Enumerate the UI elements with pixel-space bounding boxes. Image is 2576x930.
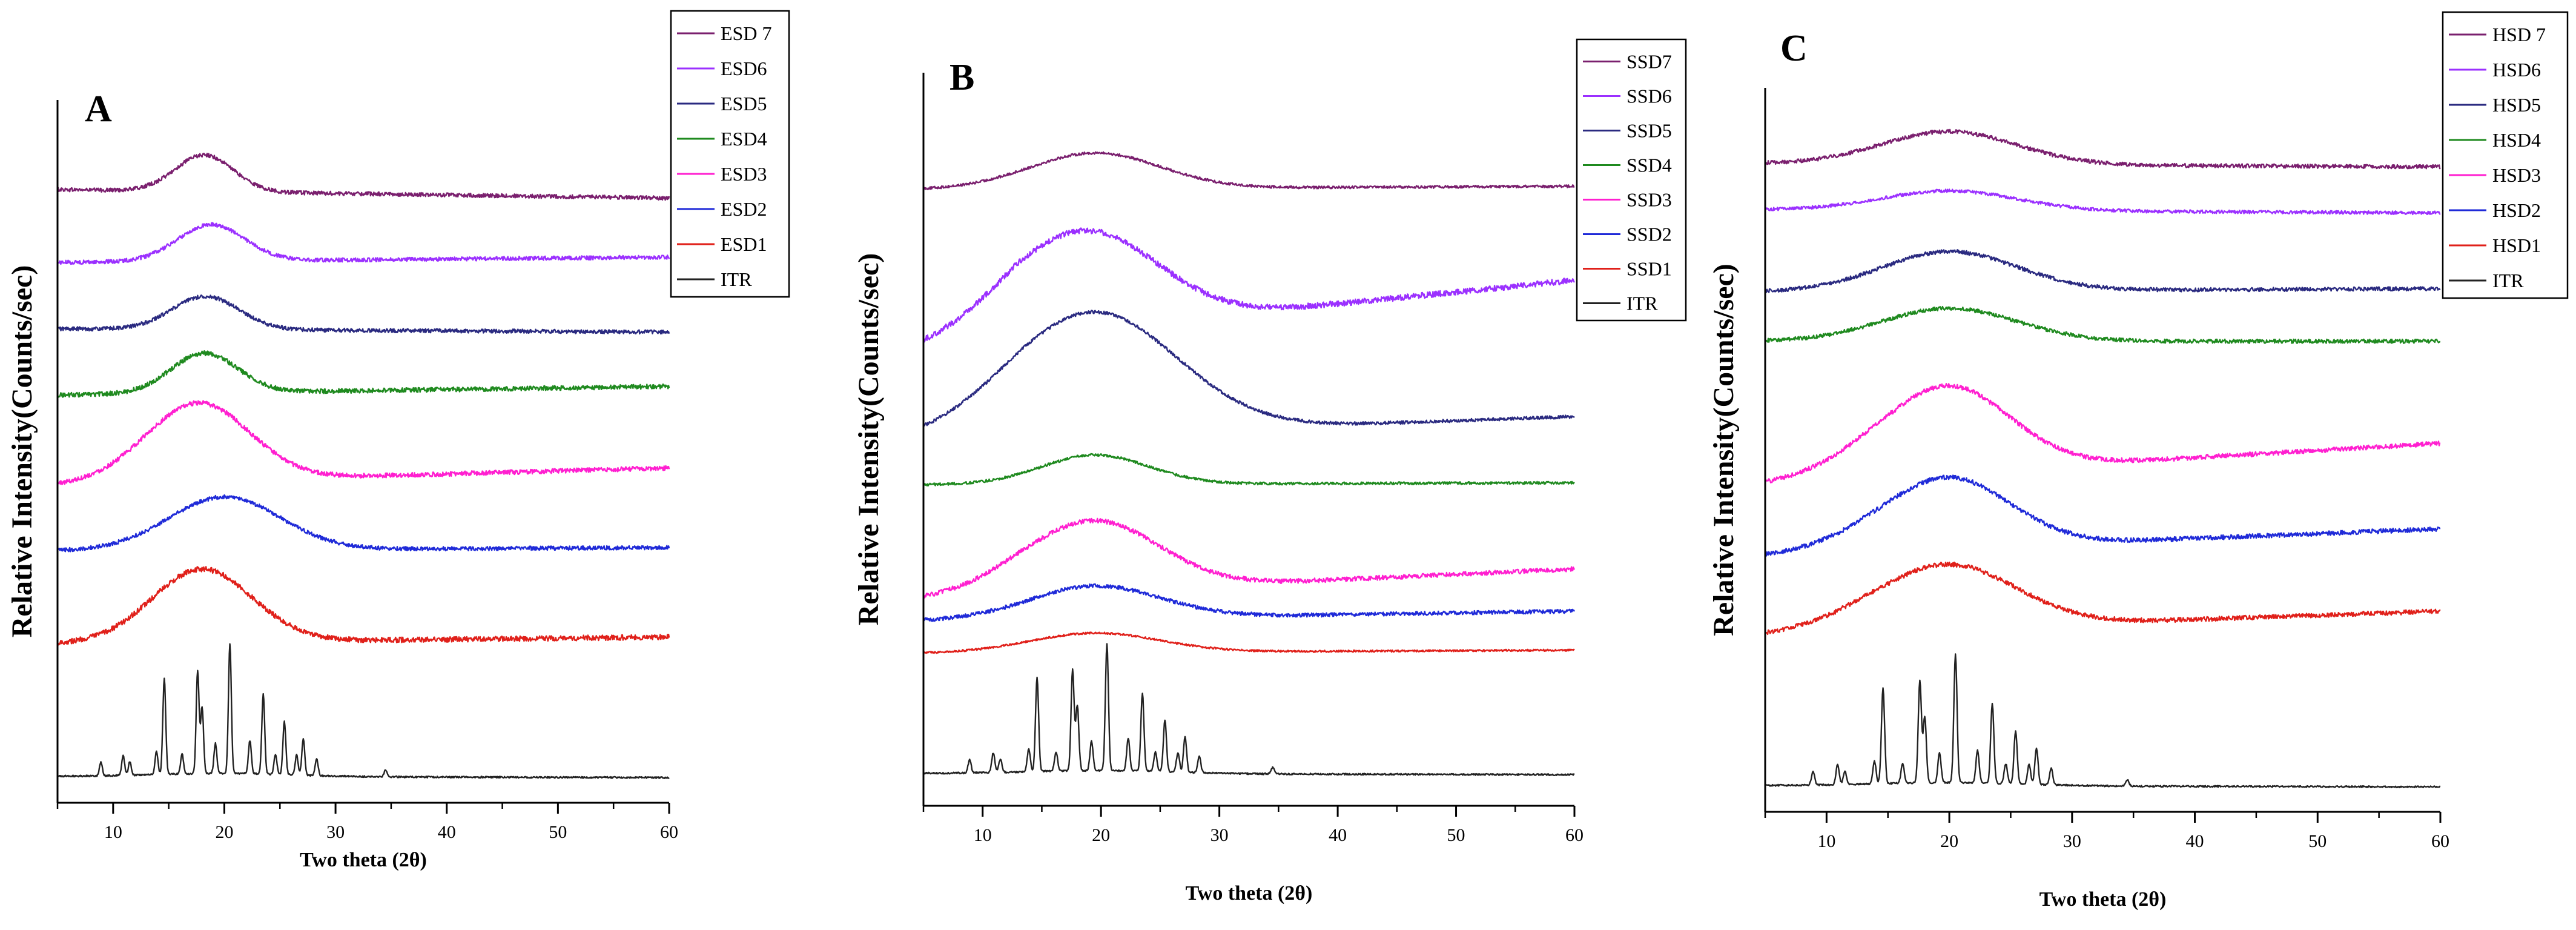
x-tick-label: 50 [549, 822, 567, 842]
legend-entry: SSD4 [1627, 154, 1672, 176]
series-line-ssd7 [922, 151, 1575, 190]
legend-entry: ESD2 [721, 198, 767, 220]
legend-box [670, 10, 790, 298]
x-axis-label: Two theta (2θ) [1186, 882, 1313, 905]
series-line-hsd6 [1764, 188, 2441, 216]
x-tick-label: 20 [215, 822, 233, 842]
legend-entry: ESD1 [721, 233, 767, 255]
legend: ESD 7 ESD6 ESD5 ESD4 ESD3 ESD2 ESD1 ITR [670, 10, 790, 298]
series-line-hsd5 [1764, 249, 2441, 293]
series-line-ssd3 [923, 517, 1576, 599]
x-tick-label: 60 [660, 822, 678, 842]
series-line-ssd1 [922, 631, 1575, 654]
legend-entry: SSD1 [1627, 258, 1672, 280]
series-line-esd1 [56, 566, 670, 646]
panel-a: 10 20 30 40 50 60 Two theta (2θ) Relative Inten… [6, 10, 790, 871]
x-tick-label: 10 [1817, 831, 1835, 851]
x-tick-label: 30 [1210, 825, 1229, 845]
panel-label: B [949, 57, 974, 98]
series-line-esd7 [56, 153, 670, 201]
series-line-esd2 [57, 494, 670, 553]
legend-box [1576, 38, 1687, 322]
series-line-esd6 [56, 222, 670, 265]
legend-entry: ESD6 [721, 58, 767, 79]
legend-entry: SSD3 [1627, 189, 1672, 211]
legend-entry: ITR [721, 268, 752, 290]
legend-box [2442, 11, 2569, 299]
series-line-itr [57, 643, 670, 779]
legend-entry: ITR [1627, 293, 1658, 314]
x-axis-label: Two theta (2θ) [2039, 888, 2167, 911]
legend-entry: HSD3 [2492, 164, 2541, 186]
panel-c: 10 20 30 40 50 60 Two theta (2θ) Relative Inten… [1708, 11, 2569, 911]
x-axis-label: Two theta (2θ) [300, 849, 427, 871]
legend-entry: HSD4 [2492, 129, 2541, 151]
series-line-ssd6 [923, 227, 1576, 344]
series-line-hsd3 [1764, 383, 2441, 483]
series-line-hsd7 [1765, 128, 2441, 170]
legend-entry: HSD2 [2492, 199, 2541, 221]
y-axis-label: Relative Intensity(Counts/sec) [853, 253, 885, 626]
x-tick-label: 20 [1092, 825, 1110, 845]
x-tick-label: 40 [438, 822, 456, 842]
legend-entry: ESD4 [721, 128, 767, 150]
x-tick-label: 20 [1940, 831, 1958, 851]
y-axis-label: Relative Intensity(Counts/sec) [6, 265, 38, 638]
legend-entry: HSD 7 [2492, 24, 2546, 45]
series-line-esd3 [56, 400, 670, 485]
legend-entry: ESD3 [721, 163, 767, 185]
panel-b: 10 20 30 40 50 60 Two theta (2θ) Relative Inten… [853, 38, 1687, 905]
legend-entry: SSD7 [1627, 51, 1672, 73]
series-line-esd5 [57, 294, 670, 335]
legend-entry: ESD5 [721, 93, 767, 115]
legend: SSD7 SSD6 SSD5 SSD4 SSD3 SSD2 SSD1 ITR [1576, 38, 1687, 322]
legend-entry: HSD5 [2492, 94, 2541, 116]
legend-entry: SSD2 [1627, 224, 1672, 245]
legend-entry: HSD1 [2492, 234, 2541, 256]
x-tick-label: 30 [326, 822, 345, 842]
x-tick-label: 60 [1565, 825, 1584, 845]
series-line-ssd4 [922, 453, 1575, 487]
series-line-hsd4 [1765, 305, 2441, 344]
legend-entry: ESD 7 [721, 22, 771, 44]
legend-entry: ITR [2492, 270, 2524, 291]
series-line-hsd2 [1764, 474, 2441, 557]
x-tick-label: 40 [2186, 831, 2204, 851]
x-tick-label: 40 [1329, 825, 1347, 845]
panel-label: A [85, 88, 112, 130]
series-line-esd4 [56, 350, 670, 398]
series-line-ssd2 [922, 583, 1576, 622]
x-tick-label: 10 [104, 822, 122, 842]
legend: HSD 7 HSD6 HSD5 HSD4 HSD3 HSD2 HSD1 ITR [2442, 11, 2569, 299]
x-tick-label: 50 [2308, 831, 2327, 851]
legend-entry: SSD5 [1627, 120, 1672, 142]
series-line-ssd5 [922, 310, 1575, 428]
series-line-itr [1765, 653, 2441, 789]
legend-entry: SSD6 [1627, 85, 1672, 107]
x-tick-label: 60 [2431, 831, 2449, 851]
x-tick-label: 50 [1447, 825, 1465, 845]
x-tick-label: 10 [974, 825, 992, 845]
series-line-itr [923, 643, 1575, 776]
series-line-hsd1 [1765, 561, 2441, 636]
x-tick-label: 30 [2063, 831, 2081, 851]
y-axis-label: Relative Intensity(Counts/sec) [1708, 264, 1740, 636]
panel-label: C [1780, 28, 1808, 69]
legend-entry: HSD6 [2492, 59, 2541, 81]
